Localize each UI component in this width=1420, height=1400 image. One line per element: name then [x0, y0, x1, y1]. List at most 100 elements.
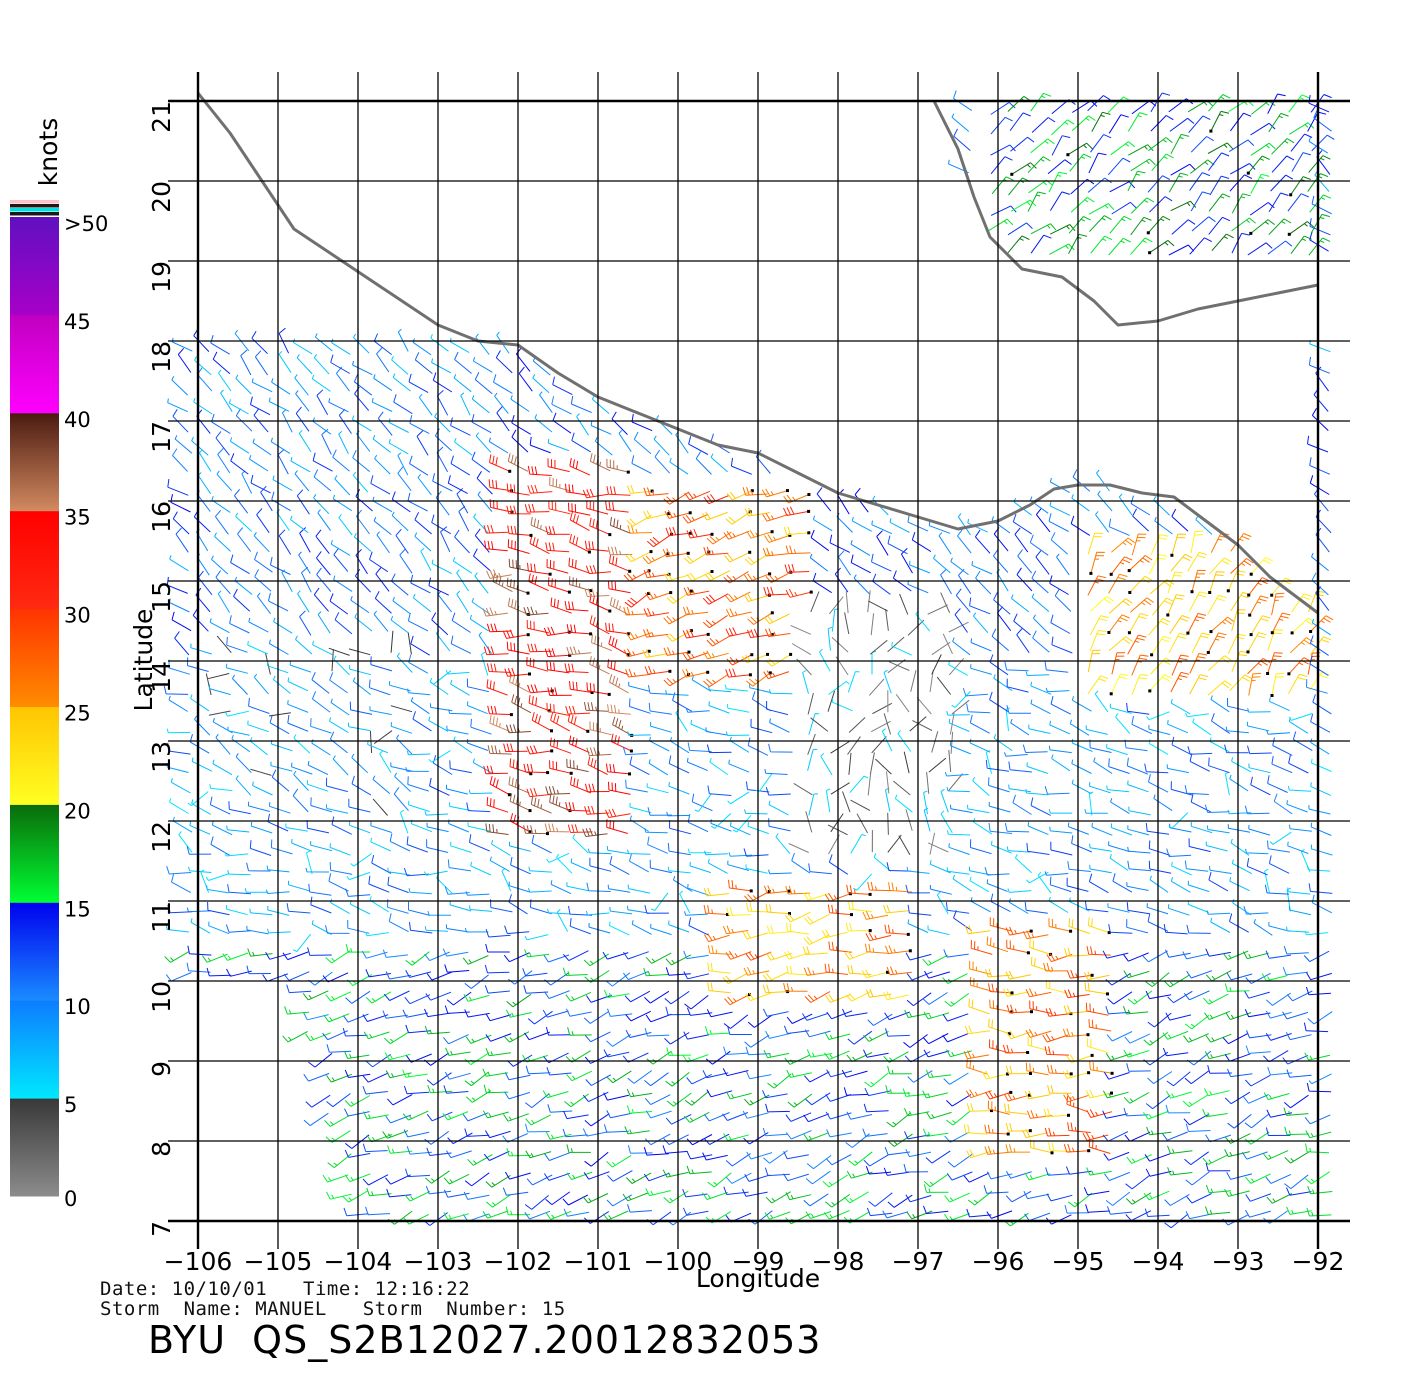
wind-barb [1109, 181, 1136, 193]
wind-barb [1110, 141, 1136, 156]
product-id: BYU QS_S2B12027.20012832053 [148, 1318, 822, 1362]
wind-barb [545, 542, 570, 553]
wind-barb [545, 526, 570, 535]
wind-barb [924, 970, 950, 979]
wind-barb [329, 731, 348, 754]
wind-barb [526, 787, 552, 798]
wind-barb [288, 880, 310, 892]
wind-barb [954, 608, 969, 633]
wind-barb [886, 1112, 911, 1128]
wind-barb [172, 409, 189, 433]
wind-barb [1068, 918, 1090, 934]
wind-barb [725, 668, 751, 678]
wind-barb [1269, 697, 1290, 712]
wind-barb [235, 512, 253, 532]
wind-barb [1127, 112, 1148, 132]
wind-barb [1204, 1051, 1231, 1060]
wind-barb [1087, 532, 1103, 555]
wind-barb [1149, 196, 1173, 213]
wind-barb [504, 1072, 531, 1081]
wind-barb [1127, 846, 1151, 854]
wind-barb [650, 923, 672, 936]
wind-barb [1106, 1031, 1133, 1042]
wind-barb [1249, 202, 1275, 216]
wind-barb [1168, 172, 1189, 193]
wind-barb [190, 694, 210, 712]
wind-barb [1207, 655, 1232, 672]
wind-barb [871, 736, 887, 754]
wind-barb [1229, 913, 1249, 933]
rain-flag [1109, 572, 1113, 576]
wind-barb [607, 580, 631, 594]
rain-flag [548, 572, 552, 576]
wind-barb [382, 949, 409, 958]
wind-barb [353, 333, 370, 354]
wind-barb [991, 176, 1014, 195]
rain-flag [788, 533, 792, 537]
rain-flag [1090, 973, 1094, 977]
wind-barb [804, 1071, 830, 1083]
wind-barb [957, 528, 972, 554]
wind-barb [644, 905, 669, 914]
wind-barb [1209, 571, 1225, 593]
wind-barb [1024, 1172, 1051, 1181]
wind-barb [224, 851, 249, 857]
wind-barb [623, 570, 650, 582]
wind-barb [297, 590, 310, 613]
colorbar-band [10, 1098, 59, 1197]
wind-barb [989, 917, 1012, 932]
wind-barb [310, 841, 333, 852]
wind-barb [723, 1014, 749, 1029]
wind-barb [229, 615, 250, 634]
wind-barb [388, 438, 409, 455]
wind-barb [1046, 1193, 1073, 1202]
wind-barb [362, 1143, 388, 1153]
wind-barb [450, 679, 470, 696]
wind-barb [1126, 1154, 1153, 1164]
wind-barb [869, 639, 888, 655]
wind-barb [485, 1013, 512, 1022]
wind-barb [1291, 152, 1312, 172]
wind-barb [1010, 718, 1030, 736]
wind-barb [1106, 785, 1130, 793]
wind-barb [586, 747, 612, 757]
wind-barb [642, 553, 669, 565]
wind-barb [1067, 142, 1093, 156]
wind-barb [178, 831, 193, 853]
wind-barb [371, 398, 393, 412]
wind-barb [907, 619, 925, 636]
wind-barb [209, 618, 230, 634]
wind-barb [343, 1207, 369, 1217]
wind-barb [725, 511, 751, 525]
wind-barb [803, 891, 830, 901]
wind-barb [1246, 858, 1268, 876]
wind-barb [1268, 855, 1290, 874]
wind-barb [1245, 1045, 1271, 1054]
wind-barb [916, 697, 932, 715]
wind-barb [527, 684, 553, 694]
lat-tick-label: 16 [147, 501, 176, 533]
wind-barb [1062, 1070, 1089, 1079]
wind-barb [1271, 155, 1295, 173]
wind-barb [489, 499, 513, 513]
wind-barb [1265, 950, 1292, 959]
wind-barb [1306, 1207, 1332, 1217]
wind-barb [546, 661, 570, 674]
wind-barb [653, 435, 670, 456]
wind-barb [526, 619, 550, 634]
wind-barb [502, 629, 529, 639]
wind-barb [584, 588, 610, 597]
wind-barb [885, 608, 889, 631]
wind-barb [902, 1088, 928, 1097]
wind-barb [1066, 969, 1093, 979]
wind-barb [1091, 822, 1113, 836]
wind-barb [402, 1110, 429, 1121]
rain-flag [507, 793, 511, 797]
rain-flag [1128, 591, 1132, 594]
wind-barb [703, 546, 729, 556]
wind-barb [308, 883, 332, 896]
wind-barb [1286, 800, 1308, 813]
wind-barb [361, 950, 388, 959]
rain-flag [1087, 1149, 1091, 1153]
wind-barb [783, 982, 808, 992]
